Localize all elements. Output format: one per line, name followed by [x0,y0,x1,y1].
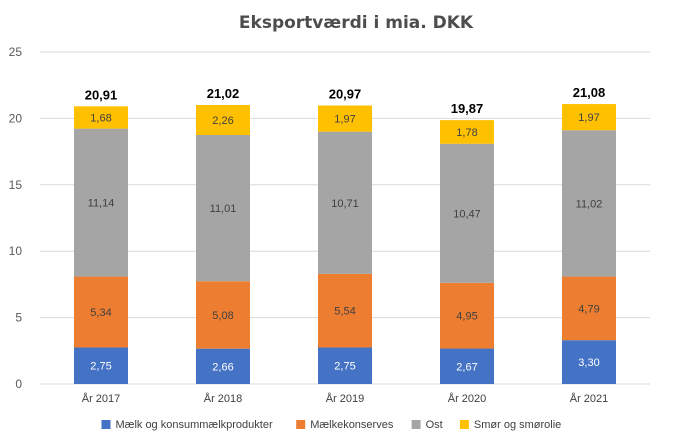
data-label: 4,79 [578,303,599,315]
data-label: 1,97 [578,112,599,124]
chart-title: Eksportværdi i mia. DKK [239,13,474,33]
x-tick-label: År 2020 [448,392,487,405]
bar-segment [196,281,250,349]
bar-segment [74,106,128,129]
x-tick-label: År 2017 [82,392,121,405]
bar-segment [74,276,128,348]
y-tick-label: 10 [9,244,23,258]
bar-segment [196,135,250,282]
y-tick-label: 20 [9,111,23,125]
data-label: 2,75 [90,361,111,373]
bar-segment [440,120,494,144]
bar-segment [196,348,250,384]
bar-segment [562,130,616,277]
data-label: 11,02 [576,198,603,210]
legend-swatch [296,420,306,429]
total-label: 21,08 [573,85,606,100]
bars: 2,75 5,34 11,14 1,68 20,91 2,66 5,08 11,01 2,26 2… [74,85,616,384]
legend-swatch [101,420,111,429]
bar-segment [318,273,372,348]
bar-segment [318,131,372,274]
y-tick-label: 15 [9,178,23,192]
data-label: 2,75 [334,361,355,373]
data-label: 2,67 [456,361,477,373]
bar-segment [562,104,616,131]
bar-segment [440,282,494,349]
legend-swatch [459,420,469,429]
legend: Mælk og konsummælkprodukter Mælkekonserve… [101,419,561,431]
x-tick-label: År 2021 [570,392,609,405]
bar-segment [318,347,372,384]
bar-segment [74,128,128,277]
legend-label: Mælk og konsummælkprodukter [116,419,273,431]
data-label: 1,97 [334,114,355,126]
bar-segment [440,348,494,384]
data-label: 2,66 [212,361,233,373]
data-label: 5,34 [90,307,111,319]
y-tick-label: 0 [15,377,22,391]
legend-label: Ost [426,419,443,431]
bar-segment [74,347,128,384]
legend-label: Mælkekonserves [310,419,394,431]
total-label: 20,97 [329,87,362,102]
data-label: 5,08 [212,310,233,322]
bar-segment [440,143,494,283]
bar-segment [196,104,250,135]
x-tick-label: År 2019 [326,392,365,405]
bar-segment [562,340,616,384]
legend-label: Smør og smørolie [474,419,561,431]
data-label: 5,54 [334,306,355,318]
data-label: 10,47 [453,208,481,220]
data-label: 2,26 [212,115,233,127]
data-label: 11,14 [88,198,115,210]
y-axis-ticks: 0 5 10 15 20 25 [9,45,23,391]
total-label: 20,91 [85,87,118,102]
bar-segment [562,276,616,341]
bar-segment [318,105,372,132]
total-label: 21,02 [207,86,240,101]
data-label: 10,71 [331,198,359,210]
data-label: 1,78 [456,127,477,139]
total-label: 19,87 [451,101,484,116]
data-label: 1,68 [90,112,111,124]
data-label: 3,30 [578,357,599,369]
legend-swatch [411,420,421,429]
y-tick-label: 25 [9,45,23,59]
y-tick-label: 5 [15,311,22,325]
x-tick-label: År 2018 [204,392,243,405]
data-label: 11,01 [210,203,237,215]
data-label: 4,95 [456,311,477,323]
x-axis-ticks: År 2017 År 2018 År 2019 År 2020 År 2021 [82,392,609,405]
